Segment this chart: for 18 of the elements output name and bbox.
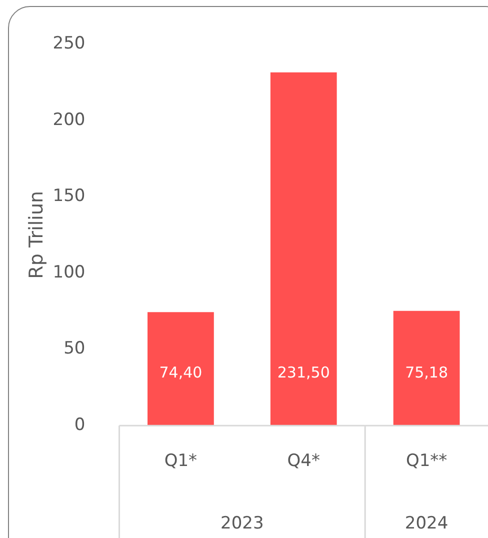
text: 2023 — [220, 513, 264, 534]
data-label: 75,18 — [405, 363, 448, 382]
text: 2024 — [404, 513, 448, 534]
bar — [393, 310, 460, 426]
x-tick-label: Q1* — [164, 451, 198, 472]
x-tick-label: Q4* — [287, 451, 320, 472]
y-tick-label: 50 — [64, 338, 86, 359]
y-tick-label: 150 — [52, 186, 86, 206]
data-label: 74,40 — [159, 363, 202, 382]
y-tick-label: 0 — [74, 415, 86, 436]
bar — [148, 312, 214, 426]
data-label: 231,50 — [277, 363, 330, 382]
y-axis-title: Rp Triliun — [25, 190, 48, 279]
y-tick-label: 100 — [52, 262, 86, 282]
y-tick-label: 200 — [52, 110, 86, 130]
y-tick-label: 250 — [52, 34, 86, 54]
bar — [270, 72, 337, 426]
x-tick-label: Q1** — [406, 451, 448, 472]
